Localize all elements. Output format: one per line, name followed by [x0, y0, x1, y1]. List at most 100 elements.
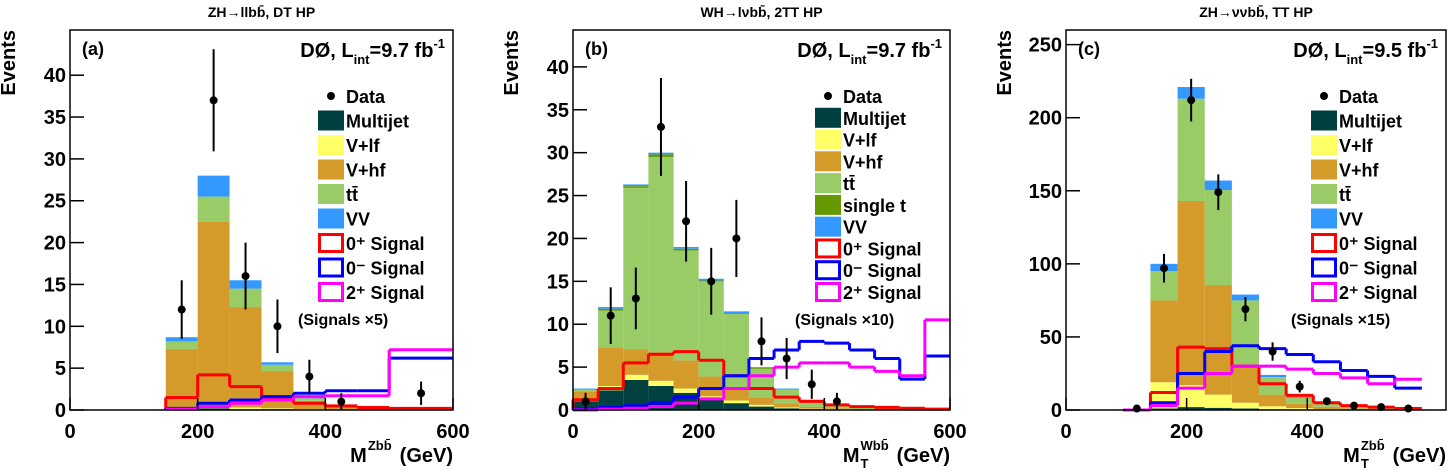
x-tick-label: 600: [436, 421, 469, 443]
data-point: [305, 372, 314, 381]
panel-label: (a): [82, 39, 104, 59]
bar: [799, 400, 825, 407]
bar: [261, 362, 294, 365]
y-tick-label: 20: [44, 233, 66, 255]
bar: [648, 352, 674, 381]
plot-frame: [69, 29, 454, 411]
legend-swatch: [1311, 135, 1337, 155]
lumi-sup: -1: [1426, 36, 1438, 51]
x-tick-label: 0: [1060, 421, 1071, 443]
bar: [723, 313, 749, 389]
x-axis-label-sub: T: [861, 456, 869, 471]
lumi-value: =9.7 fb: [867, 40, 931, 62]
y-tick-label: 30: [44, 149, 66, 171]
panel-title: ZH→ννbb̄, TT HP: [1199, 3, 1313, 20]
bar: [648, 380, 674, 386]
data-point: [417, 389, 426, 398]
x-tick-label: 400: [309, 421, 342, 443]
legend-swatch: [815, 282, 841, 302]
lumi-sub: int: [851, 52, 868, 67]
y-tick-label: 35: [547, 100, 569, 122]
y-tick-label: 5: [558, 357, 569, 379]
legend-label: 2⁺ Signal: [843, 283, 922, 303]
bar: [874, 408, 900, 410]
lumi-sup: -1: [433, 36, 445, 51]
legend-label: 0⁻ Signal: [843, 261, 922, 281]
data-point: [1404, 404, 1413, 413]
bar: [623, 184, 649, 187]
data-point: [606, 311, 615, 320]
legend-label: 0⁻ Signal: [1339, 259, 1418, 279]
panel-label: (b): [585, 39, 608, 59]
lumi-label: DØ, Lint=9.7 fb-1: [797, 36, 942, 67]
data-point: [807, 380, 816, 389]
bar: [197, 408, 230, 410]
bar: [598, 390, 624, 410]
data-point: [832, 397, 841, 406]
legend-swatch: [318, 282, 344, 302]
bar: [165, 341, 198, 349]
data-point: [1187, 96, 1196, 105]
data-point: [707, 277, 716, 286]
legend-swatch: [1311, 159, 1337, 180]
x-tick-label: 200: [1170, 421, 1203, 443]
legend-swatch: [1311, 110, 1337, 131]
bar: [698, 399, 724, 410]
panel-title: ZH→llbb̄, DT HP: [208, 3, 315, 20]
data-point: [631, 294, 640, 303]
bar: [698, 376, 724, 397]
bar: [1204, 394, 1232, 408]
bar: [673, 250, 699, 361]
data-point: [1377, 403, 1386, 412]
x-tick-label: 200: [682, 421, 715, 443]
y-axis-label: Events: [994, 30, 1016, 96]
data-point: [1214, 188, 1223, 197]
lumi-sub: int: [1347, 52, 1364, 67]
legend-swatch: [815, 173, 841, 194]
x-axis-label-sup: Zbb̄: [1361, 438, 1385, 453]
bar: [1204, 407, 1232, 410]
legend-label: V+hf: [1339, 161, 1380, 181]
lumi-value: =9.5 fb: [1363, 40, 1427, 62]
y-tick-label: 25: [44, 191, 66, 213]
data-point: [241, 272, 250, 281]
legend-swatch: [1311, 282, 1337, 302]
legend-label: VV: [1339, 210, 1363, 230]
bar: [197, 221, 230, 406]
y-tick-label: 150: [1029, 181, 1062, 203]
legend-label: V+lf: [1339, 136, 1374, 156]
bar: [673, 392, 699, 410]
signal-scale-note: (Signals ×15): [1291, 312, 1390, 329]
x-axis-label-unit: (GeV): [1393, 445, 1446, 467]
legend-label: Multijet: [1339, 112, 1402, 132]
x-tick-label: 200: [181, 421, 214, 443]
data-point: [1160, 264, 1169, 273]
bar: [774, 407, 800, 409]
bar: [229, 307, 262, 408]
bar: [673, 388, 699, 393]
lumi-main: DØ, L: [1293, 40, 1346, 62]
legend-label: tt̄: [346, 185, 358, 205]
legend-swatch: [327, 92, 335, 100]
bar: [1177, 385, 1205, 408]
y-tick-label: 5: [55, 358, 66, 380]
bar: [261, 364, 294, 372]
lumi-label: DØ, Lint=9.7 fb-1: [300, 36, 445, 67]
bar: [229, 407, 262, 410]
legend-label: Data: [1339, 87, 1379, 107]
panel-title: WH→lνbb̄, 2TT HP: [700, 3, 822, 20]
bar: [748, 397, 775, 405]
lumi-main: DØ, L: [797, 40, 850, 62]
bar: [1204, 285, 1232, 395]
legend-label: VV: [346, 210, 370, 230]
legend-label: V+lf: [843, 131, 878, 151]
legend-label: tt̄: [1339, 185, 1351, 205]
y-tick-label: 100: [1029, 254, 1062, 276]
legend-swatch: [815, 260, 841, 281]
data-point: [682, 217, 691, 226]
x-tick-label: 0: [567, 421, 578, 443]
x-tick-label: 600: [933, 421, 966, 443]
legend-swatch: [318, 233, 344, 253]
plot-frame: [1065, 29, 1447, 411]
